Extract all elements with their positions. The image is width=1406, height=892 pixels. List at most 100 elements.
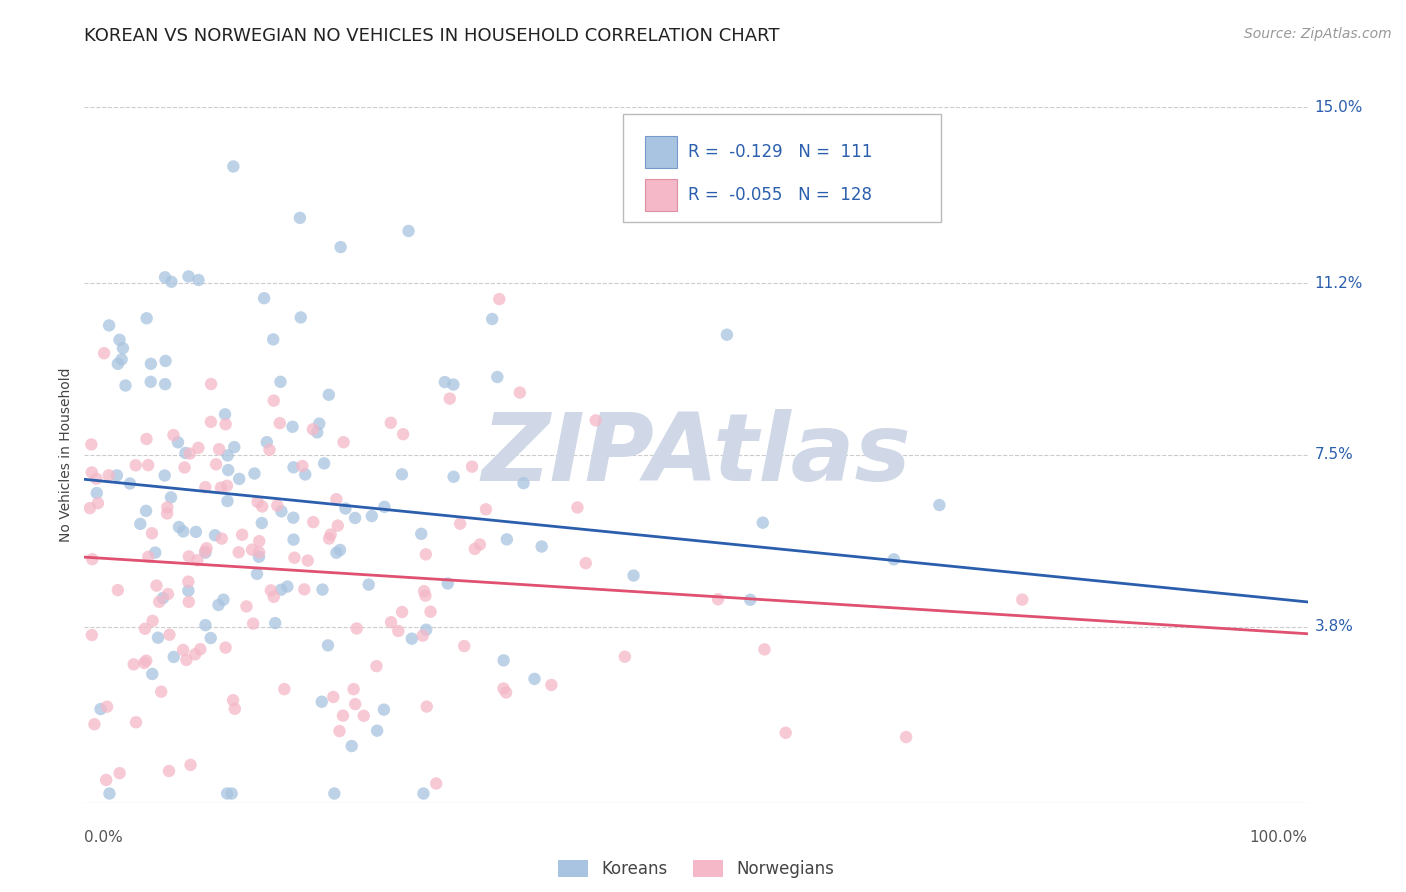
Point [231,528,253,542]
Point [391,467,413,482]
Point [436,576,458,591]
Point [262,332,284,346]
Text: 3.8%: 3.8% [1315,619,1354,634]
Point [707,592,730,607]
Point [883,552,905,566]
Point [419,605,441,619]
Point [135,504,157,518]
Point [141,526,163,541]
Point [585,413,607,427]
Point [283,510,305,524]
Point [150,684,173,698]
Point [160,491,183,505]
Point [290,310,312,325]
Point [242,616,264,631]
Point [122,657,145,672]
Point [433,375,456,389]
Point [357,577,380,591]
Point [215,479,238,493]
Point [214,640,236,655]
Point [276,580,298,594]
Point [415,623,437,637]
Point [177,583,200,598]
Point [209,481,232,495]
Point [135,654,157,668]
Point [366,659,388,673]
Point [214,417,236,432]
Point [217,787,239,801]
Point [243,467,266,481]
Point [153,270,176,285]
Point [439,392,461,406]
Point [155,354,177,368]
Point [311,695,333,709]
Point [124,458,146,473]
Point [380,615,402,630]
Point [360,509,382,524]
Point [187,441,209,455]
Point [411,526,433,541]
Point [114,378,136,392]
Point [468,537,491,551]
Point [894,730,917,744]
Point [318,532,340,546]
Point [172,643,194,657]
Point [96,699,118,714]
Point [142,614,165,628]
Text: 7.5%: 7.5% [1315,448,1354,462]
Point [332,708,354,723]
Point [269,375,291,389]
Point [475,502,498,516]
Point [212,592,235,607]
Point [156,587,179,601]
Point [222,693,245,707]
Point [353,708,375,723]
Point [308,417,330,431]
Point [224,702,246,716]
Point [269,416,291,430]
Point [344,511,367,525]
Point [613,649,636,664]
Point [292,582,315,597]
Point [136,549,159,564]
Point [416,699,439,714]
Point [281,419,304,434]
Point [288,211,311,225]
Point [93,346,115,360]
Point [180,758,202,772]
Point [194,618,217,632]
Point [273,682,295,697]
Point [250,516,273,530]
Point [259,442,281,457]
Text: R =  -0.129   N =  111: R = -0.129 N = 111 [688,143,872,161]
Point [235,599,257,614]
Point [86,472,108,486]
Point [145,579,167,593]
Point [260,583,283,598]
Point [162,428,184,442]
Point [318,388,340,402]
Point [413,584,436,599]
Point [105,468,128,483]
Point [302,422,325,436]
Point [270,582,292,597]
Point [228,545,250,559]
Point [146,631,169,645]
Point [307,425,329,440]
Point [98,318,121,333]
Point [398,224,420,238]
Point [373,703,395,717]
Point [108,333,131,347]
Point [208,442,231,457]
Point [492,653,515,667]
Point [214,407,236,421]
Point [177,549,200,564]
Point [415,589,437,603]
Point [412,629,434,643]
Point [176,653,198,667]
Legend: Koreans, Norwegians: Koreans, Norwegians [551,854,841,885]
Point [87,496,110,510]
Text: 11.2%: 11.2% [1315,276,1362,291]
Point [340,739,363,753]
Point [118,476,141,491]
